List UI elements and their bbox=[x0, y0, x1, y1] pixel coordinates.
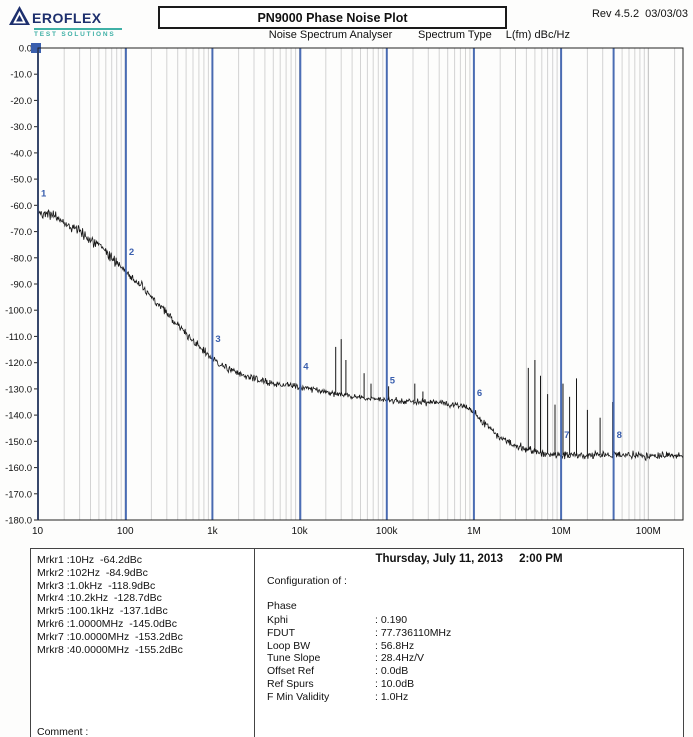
svg-text:1: 1 bbox=[41, 189, 47, 200]
svg-text:10: 10 bbox=[32, 526, 44, 537]
param-value: : 1.0Hz bbox=[375, 690, 409, 703]
config-param-row: Ref Spurs : 10.0dB bbox=[267, 678, 683, 691]
svg-text:-150.0: -150.0 bbox=[5, 437, 32, 448]
svg-text:-50.0: -50.0 bbox=[10, 175, 32, 186]
configuration-name: Phase bbox=[267, 600, 297, 612]
timestamp: Thursday, July 11, 2013 2:00 PM bbox=[255, 553, 683, 565]
aeroflex-logo: EROFLEX TEST SOLUTIONS bbox=[8, 5, 122, 38]
param-name: Loop BW bbox=[267, 639, 311, 652]
param-name: F Min Validity bbox=[267, 690, 330, 703]
config-param-row: Offset Ref : 0.0dB bbox=[267, 665, 683, 678]
marker-readout-line: Mrkr8 :40.0000MHz -155.2dBc bbox=[37, 643, 183, 656]
svg-text:8: 8 bbox=[617, 430, 622, 441]
marker-readout-line: Mrkr6 :1.0000MHz -145.0dBc bbox=[37, 617, 178, 630]
svg-text:-70.0: -70.0 bbox=[10, 227, 32, 238]
svg-text:3: 3 bbox=[215, 334, 220, 345]
config-param-row: Tune Slope : 28.4Hz/V bbox=[267, 652, 683, 665]
param-name: Ref Spurs bbox=[267, 677, 314, 690]
marker-readout-line: Mrkr1 :10Hz -64.2dBc bbox=[37, 554, 143, 566]
svg-text:-90.0: -90.0 bbox=[10, 280, 32, 291]
marker-readout-line: Mrkr4 :10.2kHz -128.7dBc bbox=[37, 592, 162, 605]
svg-text:-110.0: -110.0 bbox=[6, 332, 32, 343]
param-value: : 77.736110MHz bbox=[375, 626, 452, 639]
svg-text:-80.0: -80.0 bbox=[10, 253, 32, 264]
comment-label: Comment : bbox=[37, 726, 89, 737]
svg-text:7: 7 bbox=[564, 430, 569, 441]
param-value: : 28.4Hz/V bbox=[375, 652, 425, 665]
marker-readout-line: Mrkr3 :1.0kHz -118.9dBc bbox=[37, 579, 156, 592]
svg-text:-20.0: -20.0 bbox=[10, 96, 32, 107]
svg-text:100k: 100k bbox=[376, 526, 399, 537]
svg-text:-120.0: -120.0 bbox=[5, 358, 32, 369]
svg-text:10k: 10k bbox=[292, 526, 309, 537]
svg-text:6: 6 bbox=[477, 388, 482, 399]
brand-subtitle: TEST SOLUTIONS bbox=[34, 31, 116, 38]
svg-text:-60.0: -60.0 bbox=[10, 201, 32, 212]
svg-text:4: 4 bbox=[303, 362, 309, 373]
svg-text:-10.0: -10.0 bbox=[10, 70, 32, 81]
config-param-row: FDUT : 77.736110MHz bbox=[267, 627, 683, 640]
phase-noise-chart: 0.0 -10.0 -20.0 -30.0 -40.0 -50.0 -60.0 -70.0 -8… bbox=[5, 43, 684, 537]
svg-text:1M: 1M bbox=[467, 526, 481, 537]
svg-text:100: 100 bbox=[117, 526, 134, 537]
aeroflex-triangle-icon bbox=[9, 5, 30, 26]
config-param-row: Kphi : 0.190 bbox=[267, 614, 683, 627]
configuration-of-label: Configuration of : bbox=[267, 575, 347, 587]
param-value: : 0.0dB bbox=[375, 665, 409, 678]
brand-name: EROFLEX bbox=[32, 10, 102, 26]
config-param-row: F Min Validity : 1.0Hz bbox=[267, 691, 683, 704]
chart-area: 0.0 -10.0 -20.0 -30.0 -40.0 -50.0 -60.0 -70.0 -8… bbox=[0, 42, 693, 542]
svg-text:-160.0: -160.0 bbox=[5, 463, 32, 474]
svg-text:5: 5 bbox=[390, 375, 396, 386]
svg-text:10M: 10M bbox=[551, 526, 570, 537]
analyser-subtitle: Noise Spectrum Analyser bbox=[268, 29, 393, 41]
spectrum-type-row: Spectrum Type L(fm) dBc/Hz bbox=[418, 29, 570, 41]
svg-text:0.0: 0.0 bbox=[19, 44, 32, 55]
svg-text:-170.0: -170.0 bbox=[5, 489, 32, 500]
config-panel: Thursday, July 11, 2013 2:00 PM Configur… bbox=[254, 548, 684, 737]
plot-title: PN9000 Phase Noise Plot bbox=[158, 6, 507, 29]
svg-text:-130.0: -130.0 bbox=[5, 384, 32, 395]
svg-text:-40.0: -40.0 bbox=[10, 148, 32, 159]
config-params: Kphi : 0.190 FDUT : 77.736110MHz Loop BW : … bbox=[267, 614, 683, 704]
param-value: : 56.8Hz bbox=[375, 639, 415, 652]
brand-rule bbox=[34, 28, 122, 30]
date-label: Thursday, July 11, 2013 bbox=[375, 553, 504, 565]
svg-text:100M: 100M bbox=[636, 526, 661, 537]
spectrum-type-value: L(fm) dBc/Hz bbox=[505, 29, 570, 41]
svg-text:-30.0: -30.0 bbox=[10, 122, 32, 133]
svg-text:2: 2 bbox=[129, 247, 134, 258]
svg-text:-140.0: -140.0 bbox=[5, 411, 32, 422]
param-value: : 0.190 bbox=[375, 614, 408, 626]
svg-text:-100.0: -100.0 bbox=[5, 306, 32, 317]
marker-readout-line: Mrkr5 :100.1kHz -137.1dBc bbox=[37, 605, 168, 618]
marker-readout-line: Mrkr2 :102Hz -84.9dBc bbox=[37, 566, 148, 579]
svg-text:1k: 1k bbox=[207, 526, 219, 537]
marker-readout-panel: Mrkr1 :10Hz -64.2dBc Mrkr2 :102Hz -84.9d… bbox=[30, 548, 262, 737]
svg-text:-180.0: -180.0 bbox=[5, 516, 32, 527]
spectrum-type-label: Spectrum Type bbox=[418, 29, 492, 41]
param-name: Tune Slope bbox=[267, 652, 321, 665]
param-name: Offset Ref bbox=[267, 665, 315, 678]
param-name: FDUT bbox=[267, 626, 295, 639]
revision-label: Rev 4.5.2 03/03/03 bbox=[591, 8, 688, 20]
time-label: 2:00 PM bbox=[519, 553, 563, 565]
param-value: : 10.0dB bbox=[375, 677, 415, 690]
marker-readout-line: Mrkr7 :10.0000MHz -153.2dBc bbox=[37, 630, 183, 643]
config-param-row: Loop BW : 56.8Hz bbox=[267, 640, 683, 653]
param-name: Kphi bbox=[267, 614, 289, 626]
